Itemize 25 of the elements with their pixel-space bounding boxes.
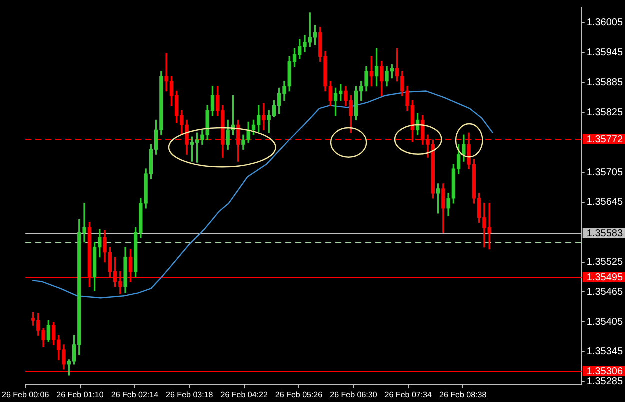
y-tick-label: 1.35345: [586, 346, 624, 358]
x-tick-label: 26 Feb 06:30: [330, 390, 378, 400]
x-tick-label: 26 Feb 04:22: [220, 390, 268, 400]
y-tick-label: 1.35405: [586, 316, 624, 328]
x-tick-label: 26 Feb 02:14: [111, 390, 160, 400]
x-tick-label: 26 Feb 05:26: [275, 390, 324, 400]
x-tick-label: 26 Feb 08:38: [440, 390, 488, 400]
x-tick-label: 26 Feb 01:10: [56, 390, 104, 400]
y-tick-label: 1.35645: [586, 197, 624, 208]
y-tick-label: 1.35525: [586, 257, 624, 268]
x-tick-label: 26 Feb 00:06: [2, 390, 50, 400]
candlestick: [262, 103, 266, 130]
ref-line-label: 1.35772: [586, 134, 624, 146]
y-tick-label: 1.35465: [586, 286, 624, 298]
y-tick-label: 1.35885: [586, 78, 624, 89]
y-tick-label: 1.36005: [586, 18, 624, 29]
y-tick-label: 1.35705: [586, 167, 624, 178]
x-tick-label: 26 Feb 03:18: [166, 390, 214, 400]
y-tick-label: 1.35285: [586, 376, 624, 388]
ref-line-label: 1.35306: [586, 366, 624, 378]
y-tick-label: 1.35945: [586, 48, 624, 59]
x-tick-label: 26 Feb 07:34: [384, 390, 433, 400]
y-tick-label: 1.35825: [586, 107, 624, 118]
ref-line-label: 1.35495: [586, 272, 624, 284]
ref-line-label: 1.35583: [586, 228, 624, 240]
